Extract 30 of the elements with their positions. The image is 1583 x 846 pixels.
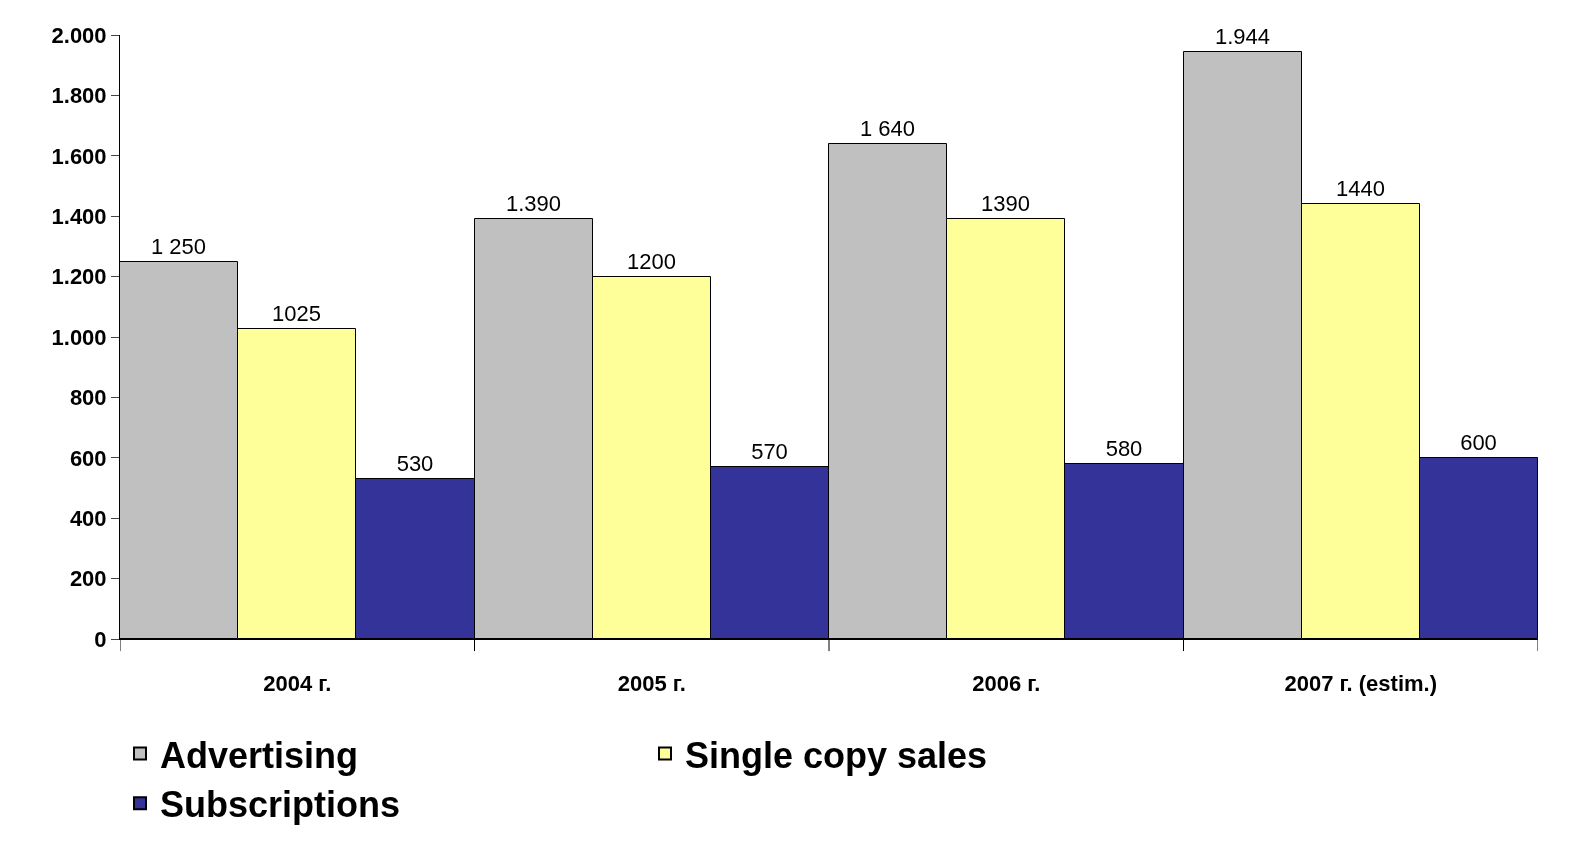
x-tick-label: 2004 г. (263, 671, 332, 697)
data-label: 1025 (272, 300, 321, 326)
data-label: 600 (1460, 429, 1497, 455)
x-tick-label: 2005 г. (617, 671, 686, 697)
data-label: 1.944 (1214, 23, 1271, 49)
data-label: 1.390 (505, 190, 562, 216)
y-tick-label: 1.800 (51, 83, 107, 109)
legend-label: Advertising (160, 734, 359, 776)
data-label: 1200 (627, 248, 676, 274)
y-tick-label: 200 (69, 566, 107, 592)
data-label: 1440 (1336, 175, 1385, 201)
data-label: 570 (751, 438, 788, 464)
y-tick-label: 1.000 (51, 324, 107, 350)
data-label: 530 (396, 450, 434, 476)
y-tick-label: 600 (69, 445, 107, 471)
y-tick-label: 1.400 (51, 203, 107, 229)
data-label: 1 250 (150, 233, 207, 259)
x-tick-label: 2007 г. (estim.) (1284, 671, 1437, 697)
y-tick-label: 2.000 (51, 22, 107, 48)
y-tick-label: 400 (69, 505, 107, 531)
data-label: 1390 (981, 190, 1030, 216)
y-tick-label: 1.600 (51, 143, 107, 169)
y-tick-label: 1.200 (51, 264, 107, 290)
legend-label: Subscriptions (160, 784, 401, 826)
y-tick-label: 800 (69, 385, 107, 411)
data-label: 1 640 (859, 115, 916, 141)
x-tick-label: 2006 г. (972, 671, 1041, 697)
legend-label: Single copy sales (685, 734, 988, 776)
data-label: 580 (1105, 435, 1143, 461)
y-tick-label: 0 (94, 626, 107, 652)
